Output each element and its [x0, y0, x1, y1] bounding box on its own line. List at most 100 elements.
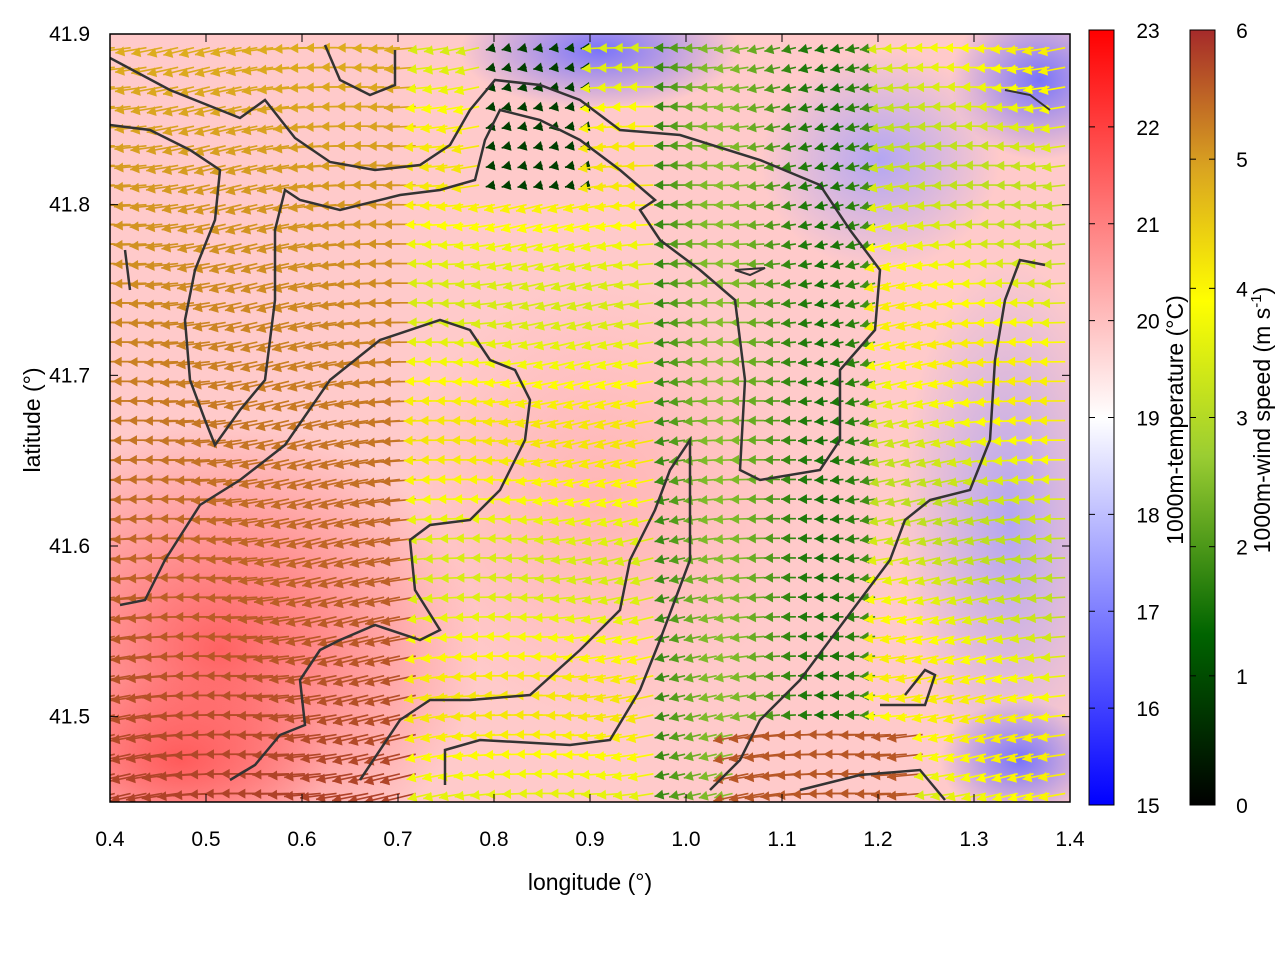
wind-vector-head: [141, 752, 152, 763]
wind-vector-head: [204, 768, 214, 779]
wind-vector-head: [454, 612, 464, 623]
temp-blob-cold-n: [460, 34, 740, 110]
wind-vector-head: [252, 769, 262, 780]
wind-vector-head: [713, 337, 723, 348]
wind-vector-head: [380, 556, 391, 567]
wind-vector-head: [713, 494, 724, 505]
wind-vector-head: [366, 317, 376, 328]
wind-vector-head: [549, 42, 559, 53]
wind-vector-head: [993, 475, 1004, 486]
wind-vector-shaft: [110, 144, 131, 148]
wind-vector-head: [830, 279, 841, 290]
wind-vector-head: [595, 380, 606, 391]
wind-vector-head: [365, 477, 376, 488]
wind-vector-head: [1023, 84, 1033, 95]
wind-vector-head: [548, 223, 559, 234]
wind-vector-head: [96, 416, 105, 426]
wind-vector-head: [406, 337, 416, 348]
wind-vector-head: [896, 712, 906, 723]
wind-vector-head: [562, 691, 572, 702]
wind-vector-head: [318, 519, 329, 530]
wind-vector-head: [127, 435, 137, 446]
wind-vector-head: [713, 613, 724, 624]
wind-vector-head: [273, 103, 283, 114]
wind-vector-head: [781, 181, 792, 192]
wind-vector-head: [730, 435, 740, 446]
wind-vector-head: [1038, 791, 1049, 802]
wind-vector-head: [1042, 259, 1052, 270]
wind-vector-head: [420, 673, 430, 684]
wind-vector-head: [698, 258, 708, 269]
wind-vector-head: [797, 513, 808, 524]
wind-vector-head: [367, 160, 377, 171]
wind-vector-head: [533, 515, 543, 526]
wind-vector-head: [208, 341, 219, 352]
wind-vector-head: [1039, 474, 1049, 485]
wind-vector-head: [562, 458, 573, 469]
wind-vector-head: [467, 474, 478, 485]
wind-vector-head: [901, 477, 912, 488]
x-tick-label: 1.2: [863, 828, 892, 851]
wind-vector-head: [365, 617, 375, 628]
wind-vector-head: [798, 259, 808, 270]
wind-vector-head: [320, 141, 330, 152]
wind-vector-head: [419, 181, 429, 192]
wind-vector-head: [1010, 613, 1021, 624]
wind-vector-head: [145, 241, 155, 252]
wind-vector-head: [713, 415, 723, 426]
wind-vector-head: [141, 772, 152, 783]
wind-vector-head: [335, 140, 346, 151]
wind-vector-head: [730, 219, 740, 230]
wind-vector-head: [96, 456, 105, 466]
wind-vector-head: [914, 62, 924, 73]
x-tick-label: 0.9: [575, 828, 604, 851]
wind-vector-head: [830, 416, 840, 427]
wind-vector-head: [287, 401, 298, 412]
wind-vector-head: [1041, 278, 1051, 289]
wind-vector-head: [336, 121, 346, 132]
wind-vector-head: [486, 338, 496, 349]
wind-vector-head: [436, 474, 446, 485]
wind-vector-head: [863, 652, 873, 663]
wind-vector-head: [79, 795, 89, 805]
wind-vector-head: [421, 752, 432, 763]
wind-vector-head: [352, 62, 362, 73]
wind-vector-head: [698, 633, 709, 644]
wind-vector-head: [995, 180, 1005, 191]
wind-vector-head: [1009, 633, 1020, 644]
wind-vector-head: [403, 435, 413, 446]
wind-vector-head: [578, 143, 588, 154]
wind-vector-head: [683, 613, 694, 624]
temp-tick-label: 16: [1136, 698, 1159, 721]
wind-vector-head: [142, 652, 152, 663]
wind-vector-head: [367, 121, 377, 132]
wind-vector-head: [763, 435, 773, 446]
wind-vector-head: [913, 399, 924, 410]
wind-vector-head: [404, 122, 414, 133]
wind-vector-head: [991, 773, 1002, 783]
wind-vector-head: [404, 713, 414, 724]
wind-vector-head: [95, 675, 105, 685]
wind-vector-head: [882, 399, 893, 410]
wind-vector-head: [580, 83, 591, 94]
wind-vector-head: [593, 693, 604, 704]
wind-colorbar-label: 1000m-wind speed (m s-1): [1248, 287, 1275, 553]
wind-vector-head: [83, 103, 92, 113]
wind-vector-head: [564, 497, 575, 508]
wind-vector-head: [911, 280, 922, 291]
wind-vector-head: [669, 574, 679, 585]
wind-vector-head: [272, 322, 283, 333]
wind-vector-head: [129, 202, 140, 213]
wind-vector-head: [350, 398, 360, 409]
wind-vector-head: [698, 238, 708, 249]
wind-vector-head: [595, 751, 605, 762]
wind-vector-head: [175, 436, 185, 447]
wind-vector-head: [980, 555, 990, 566]
wind-vector-head: [995, 594, 1005, 605]
wind-vector-head: [845, 161, 856, 172]
wind-vector-head: [698, 376, 708, 387]
wind-vector-head: [452, 651, 462, 662]
wind-vector-head: [629, 319, 640, 330]
wind-vector-head: [746, 691, 757, 702]
wind-vector-head: [714, 632, 724, 643]
